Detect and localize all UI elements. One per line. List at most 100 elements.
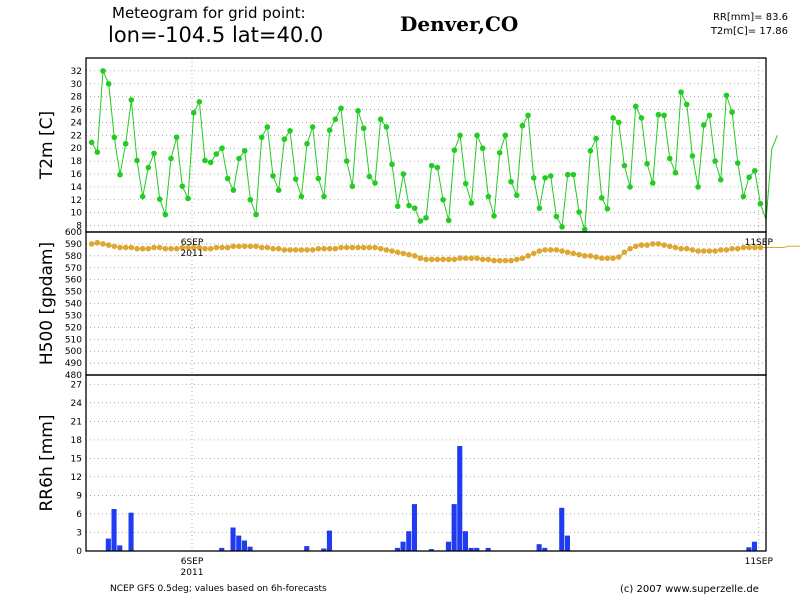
data-point bbox=[751, 244, 758, 251]
data-point bbox=[400, 171, 407, 177]
data-point bbox=[678, 245, 684, 252]
data-point bbox=[105, 242, 112, 248]
y-tick-label: 18 bbox=[71, 157, 83, 167]
data-point bbox=[638, 115, 645, 121]
y-tick-label: 3 bbox=[76, 528, 82, 538]
y-tick-label: 14 bbox=[71, 183, 83, 193]
precip-bar bbox=[400, 541, 406, 551]
y-tick-label: 32 bbox=[71, 67, 82, 77]
data-point bbox=[156, 244, 163, 251]
data-point bbox=[270, 173, 276, 179]
data-point bbox=[349, 244, 356, 251]
data-point bbox=[700, 248, 707, 254]
copyright-note: (c) 2007 www.superzelle.de bbox=[620, 584, 759, 595]
data-point bbox=[610, 115, 616, 121]
data-point bbox=[338, 244, 344, 251]
data-point bbox=[604, 255, 611, 262]
data-point bbox=[649, 241, 656, 247]
location-title: Denver,CO bbox=[400, 12, 519, 36]
data-point bbox=[190, 109, 197, 116]
y-tick-label: 24 bbox=[71, 399, 83, 409]
data-point bbox=[666, 243, 673, 250]
data-point bbox=[139, 245, 146, 252]
y-tick-label: 500 bbox=[65, 347, 82, 357]
data-point bbox=[474, 255, 480, 262]
data-point bbox=[451, 147, 458, 153]
data-point bbox=[445, 217, 452, 224]
precip-bar bbox=[105, 538, 111, 551]
data-point bbox=[185, 195, 191, 202]
data-point bbox=[321, 193, 327, 200]
data-point bbox=[655, 241, 662, 247]
data-point bbox=[740, 193, 747, 200]
precip-bar bbox=[219, 547, 225, 551]
data-point bbox=[621, 249, 628, 256]
data-point bbox=[190, 244, 197, 251]
data-point bbox=[202, 157, 208, 164]
y-tick-label: 6 bbox=[76, 510, 82, 520]
data-point bbox=[712, 158, 718, 164]
data-point bbox=[332, 116, 339, 123]
data-point bbox=[394, 249, 401, 256]
x-tick-label: 11SEP bbox=[745, 557, 774, 567]
data-point bbox=[564, 249, 571, 256]
data-point bbox=[179, 244, 186, 251]
data-point bbox=[377, 245, 384, 252]
data-point bbox=[253, 243, 259, 250]
data-point bbox=[434, 256, 441, 263]
y-tick-label: 16 bbox=[71, 170, 83, 180]
data-point bbox=[213, 244, 220, 251]
y-tick-label: 27 bbox=[71, 380, 82, 390]
data-point bbox=[332, 245, 339, 252]
data-point bbox=[451, 256, 458, 263]
y-tick-label: 560 bbox=[65, 276, 82, 286]
data-point bbox=[672, 244, 679, 251]
data-point bbox=[355, 108, 361, 114]
y-tick-label: 12 bbox=[71, 196, 82, 206]
data-point bbox=[683, 245, 690, 252]
x-year-label: 2011 bbox=[181, 249, 204, 259]
data-point bbox=[627, 245, 633, 252]
rr-total-label: RR[mm]= 83.6 bbox=[712, 12, 788, 23]
data-point bbox=[162, 211, 169, 218]
data-point bbox=[746, 174, 752, 181]
data-point bbox=[553, 247, 560, 253]
data-point bbox=[423, 215, 429, 221]
data-point bbox=[179, 183, 186, 190]
y-tick-label: 8 bbox=[76, 222, 82, 232]
data-point bbox=[122, 140, 129, 147]
data-point bbox=[661, 242, 667, 248]
data-point bbox=[411, 253, 418, 259]
precip-bar bbox=[321, 548, 327, 551]
data-point bbox=[666, 155, 673, 162]
data-point bbox=[134, 245, 140, 252]
y-tick-label: 570 bbox=[65, 264, 82, 274]
data-point bbox=[746, 244, 752, 251]
data-point bbox=[224, 175, 231, 182]
data-point bbox=[547, 173, 554, 179]
data-point bbox=[593, 254, 599, 260]
data-point bbox=[360, 125, 367, 132]
precip-bar bbox=[247, 546, 253, 551]
data-point bbox=[434, 164, 441, 171]
data-point bbox=[321, 245, 327, 252]
data-point bbox=[706, 112, 713, 119]
data-point bbox=[717, 177, 724, 183]
data-point bbox=[530, 175, 537, 181]
data-point bbox=[360, 244, 367, 251]
data-point bbox=[576, 209, 582, 215]
data-point bbox=[751, 167, 758, 174]
data-point bbox=[241, 148, 248, 154]
data-point bbox=[598, 255, 605, 262]
data-point bbox=[326, 127, 333, 133]
data-point bbox=[94, 239, 101, 246]
data-point bbox=[139, 193, 146, 200]
data-point bbox=[683, 101, 690, 108]
y-tick-label: 30 bbox=[71, 80, 83, 90]
data-point bbox=[519, 255, 526, 262]
data-point bbox=[372, 180, 378, 186]
data-point bbox=[394, 203, 401, 210]
data-point bbox=[513, 256, 520, 263]
data-point bbox=[712, 248, 718, 254]
